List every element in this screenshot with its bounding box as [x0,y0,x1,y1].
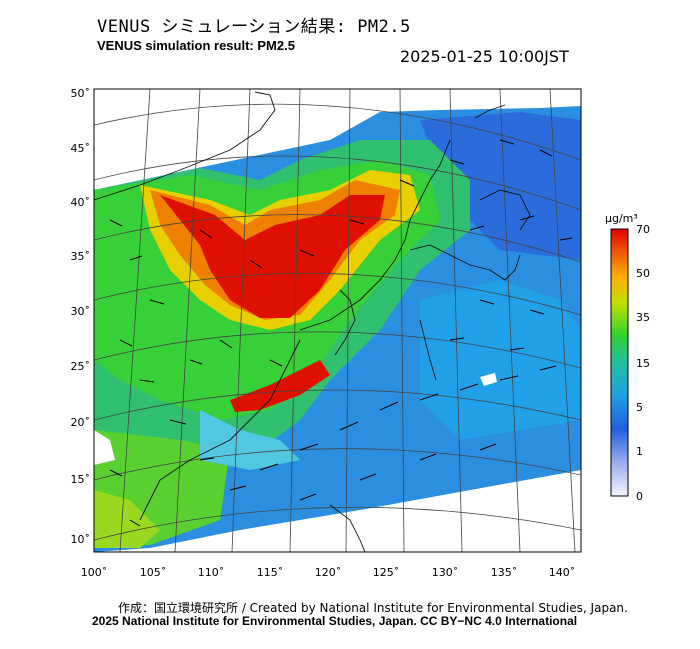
concentration-field [94,106,581,552]
lat-tick: 20˚ [71,416,91,429]
lat-tick: 30˚ [71,305,91,318]
lon-tick: 125˚ [373,566,400,579]
colorbar-scale [610,228,629,497]
wind-vectors [109,139,573,527]
lat-tick: 40˚ [71,196,91,209]
latitude-ticks: 50˚ 45˚ 40˚ 35˚ 30˚ 25˚ 20˚ 15˚ 10˚ [71,87,91,546]
colorbar-label: 15 [636,357,650,370]
lon-tick: 115˚ [257,566,284,579]
longitude-ticks: 100˚ 105˚ 110˚ 115˚ 120˚ 125˚ 130˚ 135˚ … [81,566,576,579]
colorbar-label: 35 [636,311,650,324]
colorbar-label: 0 [636,490,643,503]
colorbar-unit: μg/m³ [605,212,638,225]
credit-creator: 作成：国立環境研究所 / Created by National Institu… [118,601,628,615]
lon-tick: 130˚ [432,566,459,579]
lat-tick: 15˚ [71,473,91,486]
lat-tick: 50˚ [71,87,91,100]
colorbar-label: 1 [636,445,643,458]
colorbar-label: 70 [636,223,650,236]
lon-tick: 140˚ [549,566,576,579]
lat-tick: 10˚ [71,533,91,546]
title-english: VENUS simulation result: PM2.5 [97,38,295,53]
coastline [94,91,531,552]
graticule [94,89,581,552]
lat-tick: 35˚ [71,250,91,263]
credit-license: 2025 National Institute for Environmenta… [92,614,578,628]
lon-tick: 110˚ [198,566,225,579]
colorbar-label: 50 [636,267,650,280]
lon-tick: 105˚ [140,566,167,579]
lat-tick: 45˚ [71,142,91,155]
colorbar-label: 5 [636,401,643,414]
forecast-datetime: 2025-01-25 10:00JST [400,47,569,66]
map-area [94,89,581,552]
lon-tick: 120˚ [315,566,342,579]
colorbar: μg/m³ 70 50 35 15 5 1 0 [605,212,650,503]
title-japanese: VENUS シミュレーション結果: PM2.5 [97,17,411,37]
lon-tick: 135˚ [491,566,518,579]
lon-tick: 100˚ [81,566,108,579]
lat-tick: 25˚ [71,360,91,373]
map-frame [93,88,582,553]
